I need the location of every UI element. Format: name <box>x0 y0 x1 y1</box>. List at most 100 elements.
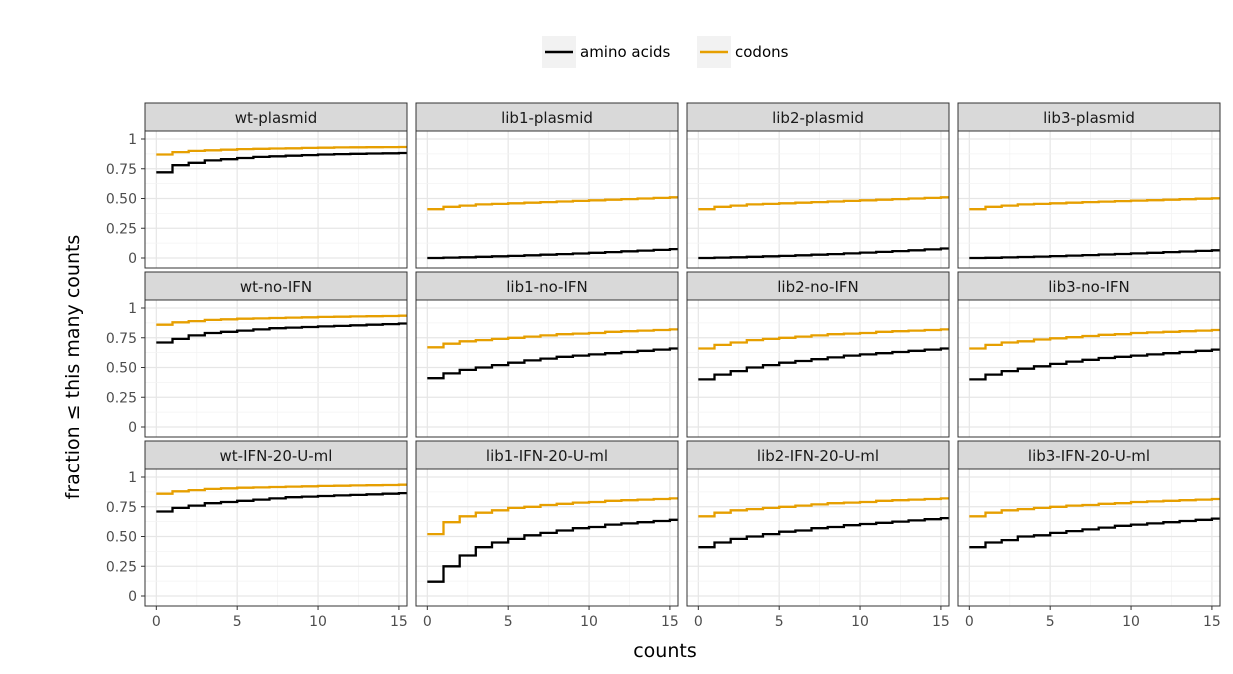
panel-border <box>415 130 679 269</box>
panel-border <box>686 468 950 607</box>
facet-strip <box>686 440 950 470</box>
panel-border <box>957 299 1221 438</box>
y-tick-label: 0.25 <box>106 390 137 406</box>
x-tick-label: 10 <box>309 614 327 630</box>
series-line-amino-acids <box>427 518 678 583</box>
series-line-codons <box>969 328 1220 350</box>
x-tick-label: 0 <box>152 614 161 630</box>
x-tick-label: 0 <box>694 614 703 630</box>
facet-title: lib1-IFN-20-U-ml <box>486 447 608 465</box>
facet-panel-lib2-IFN-20-U-ml: lib2-IFN-20-U-ml <box>686 440 950 607</box>
series-line-amino-acids <box>969 249 1220 260</box>
x-axis-title: counts <box>633 640 697 662</box>
y-tick-label: 0.50 <box>106 530 137 546</box>
y-tick-label: 1 <box>128 132 137 148</box>
legend-label: amino acids <box>580 43 671 61</box>
y-tick-label: 0 <box>128 251 137 267</box>
facet-panel-wt-no-IFN: wt-no-IFN <box>144 271 408 438</box>
series-line-codons <box>698 196 949 211</box>
series-line-amino-acids <box>698 347 949 381</box>
x-tick-label: 10 <box>851 614 869 630</box>
facet-title: lib1-no-IFN <box>506 278 587 296</box>
x-tick-label: 5 <box>775 614 784 630</box>
panel-border <box>144 468 408 607</box>
series-line-codons <box>427 497 678 536</box>
series-line-amino-acids <box>698 247 949 260</box>
series-line-amino-acids <box>156 322 407 344</box>
x-tick-label: 15 <box>1203 614 1221 630</box>
panel-border <box>415 299 679 438</box>
facet-strip <box>686 271 950 301</box>
series-line-amino-acids <box>698 516 949 549</box>
x-tick-label: 15 <box>932 614 950 630</box>
plot-background <box>145 469 407 606</box>
x-tick-label: 15 <box>661 614 679 630</box>
facet-title: wt-IFN-20-U-ml <box>220 447 333 465</box>
x-tick-label: 5 <box>1046 614 1055 630</box>
facet-title: wt-no-IFN <box>240 278 312 296</box>
panel-border <box>144 130 408 269</box>
facet-panel-wt-IFN-20-U-ml: wt-IFN-20-U-ml <box>144 440 408 607</box>
y-tick-label: 1 <box>128 470 137 486</box>
x-tick-label: 15 <box>390 614 408 630</box>
x-tick-label: 0 <box>423 614 432 630</box>
y-tick-label: 0.50 <box>106 192 137 208</box>
facet-title: lib3-plasmid <box>1043 109 1135 127</box>
facet-panel-lib3-no-IFN: lib3-no-IFN <box>957 271 1221 438</box>
facet-strip <box>957 440 1221 470</box>
plot-background <box>687 300 949 437</box>
plot-background <box>416 300 678 437</box>
series-line-codons <box>698 497 949 518</box>
facet-strip <box>957 102 1221 132</box>
panel-border <box>144 299 408 438</box>
y-axes: 0 0.25 0.50 0.75 1 0 0.25 0.50 0.75 1 0 0.25 0.50 0.7… <box>106 132 145 605</box>
facet-strip <box>144 102 408 132</box>
panel-border <box>957 130 1221 269</box>
y-tick-label: 0.50 <box>106 361 137 377</box>
facet-title: lib2-IFN-20-U-ml <box>757 447 879 465</box>
facet-title: lib1-plasmid <box>501 109 593 127</box>
panel-border <box>686 299 950 438</box>
series-line-codons <box>156 145 407 156</box>
facet-panel-wt-plasmid: wt-plasmid <box>144 102 408 269</box>
plot-background <box>687 469 949 606</box>
y-tick-label: 0.25 <box>106 559 137 575</box>
y-tick-label: 0.75 <box>106 500 137 516</box>
facet-panels: wt-plasmid lib1-plasmid lib2-plasmid lib3-p… <box>144 102 1221 607</box>
series-line-amino-acids <box>427 347 678 380</box>
facet-panel-lib2-plasmid: lib2-plasmid <box>686 102 950 269</box>
series-line-codons <box>969 197 1220 211</box>
facet-panel-lib3-plasmid: lib3-plasmid <box>957 102 1221 269</box>
y-tick-label: 0 <box>128 589 137 605</box>
x-tick-label: 10 <box>1122 614 1140 630</box>
series-line-amino-acids <box>156 151 407 174</box>
series-line-codons <box>698 328 949 350</box>
facet-panel-lib3-IFN-20-U-ml: lib3-IFN-20-U-ml <box>957 440 1221 607</box>
series-line-codons <box>156 314 407 326</box>
series-line-codons <box>156 483 407 495</box>
facet-title: lib3-IFN-20-U-ml <box>1028 447 1150 465</box>
series-line-codons <box>427 196 678 211</box>
facet-title: lib2-no-IFN <box>777 278 858 296</box>
x-tick-label: 10 <box>580 614 598 630</box>
facet-panel-lib1-IFN-20-U-ml: lib1-IFN-20-U-ml <box>415 440 679 607</box>
x-axes: 0 5 10 15 0 5 10 15 0 5 10 15 0 5 10 15 <box>152 606 1221 630</box>
plot-background <box>145 300 407 437</box>
facet-strip <box>144 271 408 301</box>
y-tick-label: 0.75 <box>106 162 137 178</box>
plot-background <box>416 469 678 606</box>
plot-background <box>958 469 1220 606</box>
facet-title: lib3-no-IFN <box>1048 278 1129 296</box>
facet-panel-lib1-no-IFN: lib1-no-IFN <box>415 271 679 438</box>
series-line-amino-acids <box>427 247 678 260</box>
x-tick-label: 0 <box>965 614 974 630</box>
series-line-codons <box>969 497 1220 518</box>
facet-strip <box>415 440 679 470</box>
facet-title: lib2-plasmid <box>772 109 864 127</box>
legend-label: codons <box>735 43 789 61</box>
series-line-codons <box>427 328 678 349</box>
facet-strip <box>686 102 950 132</box>
y-axis-title: fraction ≤ this many counts <box>62 235 84 500</box>
panel-border <box>415 468 679 607</box>
